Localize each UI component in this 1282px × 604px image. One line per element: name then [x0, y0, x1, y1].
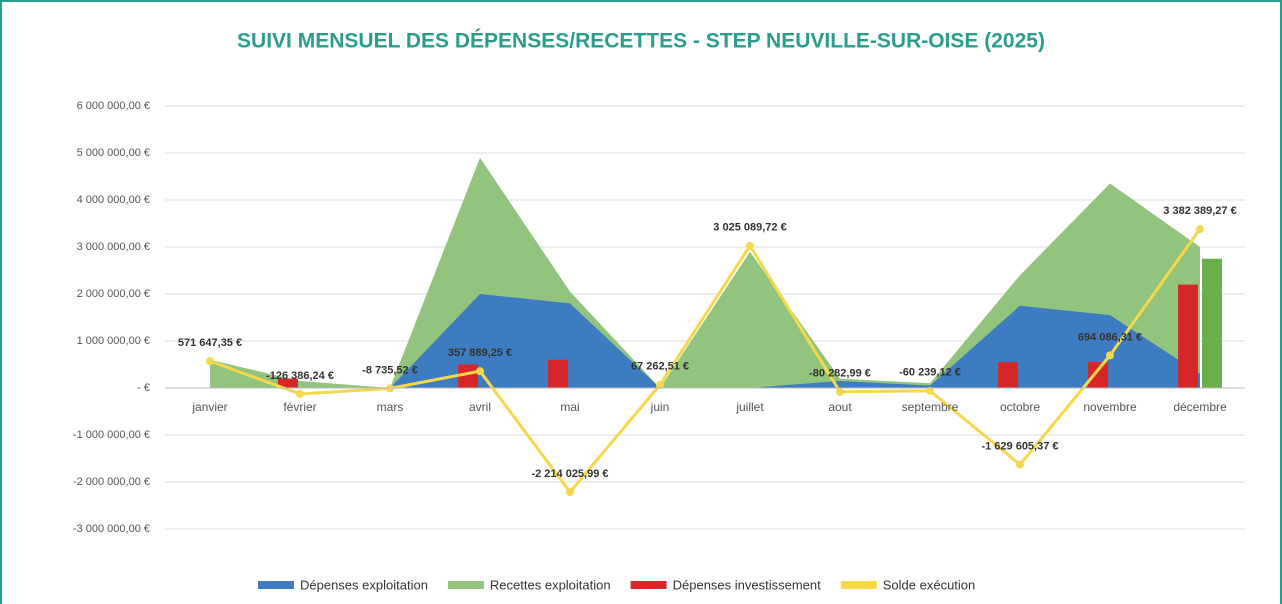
line-point — [1016, 460, 1024, 469]
y-tick-label: -1 000 000,00 € — [73, 429, 150, 441]
value-label: -126 386,24 € — [266, 370, 334, 382]
y-tick-label: 4 000 000,00 € — [77, 194, 150, 206]
line — [209, 228, 1202, 495]
legend-swatch — [258, 581, 294, 589]
bar — [1178, 284, 1198, 388]
line-point — [566, 488, 574, 497]
area — [210, 294, 1200, 388]
line-point — [476, 367, 484, 376]
bar — [998, 362, 1018, 388]
legend-label: Recettes exploitation — [490, 577, 611, 592]
y-tick-label: 6 000 000,00 € — [77, 100, 150, 112]
x-tick-label: janvier — [191, 400, 227, 414]
legend-swatch — [840, 581, 877, 589]
legend-swatch — [630, 581, 667, 589]
value-label: -60 239,12 € — [899, 367, 961, 379]
value-label: 571 647,35 € — [178, 337, 242, 349]
line-point — [926, 386, 934, 395]
x-tick-label: septembre — [902, 400, 959, 414]
value-label: 3 025 089,72 € — [713, 222, 786, 234]
bar — [1088, 362, 1108, 388]
legend-label: Solde exécution — [883, 577, 976, 592]
x-tick-label: avril — [469, 400, 491, 414]
legend-swatch — [447, 581, 484, 589]
bar — [548, 359, 568, 388]
line-point — [1196, 225, 1204, 234]
value-label: 694 086,31 € — [1078, 331, 1142, 343]
bar — [1202, 258, 1222, 388]
x-tick-label: décembre — [1173, 400, 1227, 414]
line-point — [836, 387, 844, 396]
bar — [278, 378, 298, 388]
value-label: -2 214 025,99 € — [531, 468, 608, 480]
value-label: 3 382 389,27 € — [1163, 205, 1236, 217]
chart-title: SUIVI MENSUEL DES DÉPENSES/RECETTES - ST… — [237, 30, 1045, 53]
line-point — [656, 380, 664, 389]
y-tick-label: 3 000 000,00 € — [77, 241, 150, 253]
y-tick-label: 5 000 000,00 € — [77, 147, 150, 159]
line-point — [296, 389, 304, 398]
value-label: 357 889,25 € — [448, 347, 512, 359]
x-tick-label: juin — [650, 400, 670, 414]
x-tick-label: aout — [828, 400, 852, 414]
y-tick-label: 2 000 000,00 € — [77, 288, 150, 300]
legend-label: Dépenses exploitation — [300, 577, 428, 592]
y-tick-label: 1 000 000,00 € — [77, 335, 150, 347]
y-tick-label: -3 000 000,00 € — [73, 523, 150, 535]
line-point — [206, 357, 214, 366]
value-label: -80 282,99 € — [809, 368, 871, 380]
value-label: 67 262,51 € — [631, 361, 689, 373]
y-tick-label: -2 000 000,00 € — [73, 476, 150, 488]
x-tick-label: novembre — [1083, 400, 1137, 414]
value-label: -1 629 605,37 € — [981, 440, 1058, 452]
value-label: -8 735,52 € — [362, 364, 418, 376]
x-tick-label: mai — [560, 400, 579, 414]
bar — [458, 364, 478, 388]
x-tick-label: février — [283, 400, 316, 414]
line-point — [1106, 351, 1114, 360]
line-point — [746, 241, 754, 250]
x-tick-label: juillet — [735, 400, 764, 414]
x-tick-label: mars — [377, 400, 404, 414]
y-tick-label: - € — [137, 382, 150, 394]
x-tick-label: octobre — [1000, 400, 1040, 414]
legend-label: Dépenses investissement — [673, 577, 822, 592]
